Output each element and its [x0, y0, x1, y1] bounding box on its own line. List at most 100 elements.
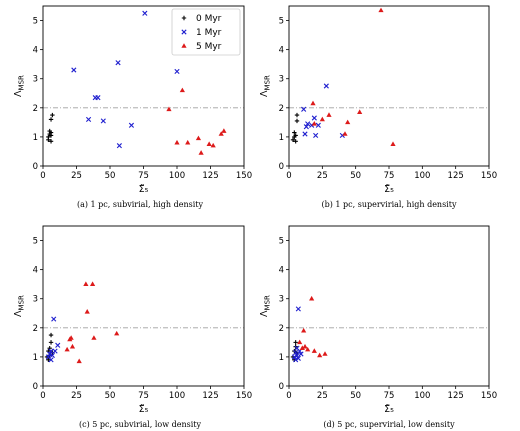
data-point [310, 100, 316, 106]
data-point [48, 357, 54, 363]
data-point [52, 348, 58, 354]
data-point [305, 121, 311, 127]
y-tick-label: 0 [279, 382, 284, 392]
legend-marker [181, 43, 187, 48]
data-point [51, 316, 57, 322]
data-point [295, 306, 301, 312]
panel-caption: (a) 1 pc, subvirial, high density [77, 200, 204, 209]
data-point [303, 124, 309, 130]
data-point [309, 295, 315, 301]
data-point [295, 355, 301, 361]
x-tick-label: 100 [414, 171, 430, 181]
panel-caption: (c) 5 pc, subvirial, low density [79, 420, 201, 429]
data-point [179, 87, 185, 93]
data-point [142, 10, 148, 16]
data-point [315, 122, 321, 128]
data-point [302, 131, 308, 137]
x-tick-label: 75 [384, 171, 395, 181]
y-tick-label: 3 [279, 75, 284, 85]
x-tick-label: 50 [105, 171, 116, 181]
x-tick-label: 50 [105, 391, 116, 401]
y-axis-label-sub: MSR [264, 295, 272, 310]
data-point [301, 327, 307, 333]
data-point [218, 131, 224, 136]
plot-frame [288, 5, 490, 167]
data-point [390, 141, 396, 146]
y-axis-label: ΛMSR [259, 75, 272, 97]
x-tick-label: 150 [236, 171, 252, 181]
chart-panel-3: 0 25 50 75 100 125 150 0 1 2 3 4 5 Σ̃₅ ΛMSR (c) 5 pc, s… [13, 225, 252, 429]
data-point [317, 352, 323, 358]
data-point [71, 67, 77, 73]
x-tick-label: 0 [286, 171, 291, 181]
data-point [290, 137, 296, 143]
y-tick-label: 2 [279, 324, 284, 334]
y-tick-label: 4 [33, 46, 38, 56]
x-tick-label: 125 [448, 171, 464, 181]
legend-label: 0 Myr [196, 14, 222, 24]
y-tick-label: 2 [279, 104, 284, 114]
panel-caption: (d) 5 pc, supervirial, low density [323, 420, 455, 429]
data-point [50, 112, 55, 118]
data-point [195, 135, 202, 141]
y-tick-label: 4 [279, 46, 284, 56]
data-point [301, 106, 307, 112]
series-triangle [310, 7, 396, 146]
y-axis-label: ΛMSR [13, 75, 26, 97]
data-point [323, 83, 329, 89]
x-axis-label: Σ̃₅ [139, 404, 149, 415]
data-point [378, 7, 384, 13]
x-tick-label: 125 [448, 391, 464, 401]
data-point [198, 150, 204, 155]
series-triangle [166, 87, 227, 155]
x-tick-label: 25 [317, 171, 328, 181]
data-point [48, 139, 54, 144]
series-triangle [64, 281, 120, 364]
y-tick-label: 2 [33, 324, 38, 334]
data-point [47, 351, 53, 357]
chart-panel-2: 0 25 50 75 100 125 150 0 1 2 3 4 5 Σ̃₅ ΛMSR (b) 1 pc, s… [259, 5, 497, 209]
data-point [174, 139, 180, 145]
data-point [48, 130, 54, 135]
legend-box [171, 8, 241, 56]
y-tick-label: 2 [33, 104, 38, 114]
data-point [294, 118, 300, 124]
data-point [69, 343, 76, 349]
data-point [48, 348, 54, 354]
y-axis-label: ΛMSR [259, 295, 272, 317]
panel-caption: (b) 1 pc, supervirial, high density [322, 200, 457, 209]
data-point [293, 133, 298, 138]
data-point [311, 121, 317, 126]
data-point [185, 139, 191, 145]
data-point [293, 349, 299, 356]
data-point [166, 106, 172, 112]
y-tick-label: 5 [279, 237, 284, 247]
y-tick-label: 0 [33, 162, 38, 172]
y-axis-label-main: Λ [13, 310, 24, 317]
data-point [46, 134, 51, 140]
data-point [305, 346, 311, 352]
x-tick-label: 25 [317, 391, 328, 401]
data-point [89, 281, 96, 286]
data-point [293, 357, 299, 363]
data-point [100, 118, 106, 124]
series-plus [46, 112, 55, 144]
data-point [292, 130, 297, 135]
data-point [291, 354, 297, 360]
y-tick-label: 3 [33, 295, 38, 305]
y-axis-label-main: Λ [13, 90, 24, 97]
data-point [342, 131, 348, 136]
x-tick-label: 25 [71, 391, 82, 401]
y-axis-label: ΛMSR [13, 295, 26, 317]
x-tick-label: 75 [384, 391, 395, 401]
series-x [71, 10, 180, 149]
x-tick-label: 150 [481, 171, 497, 181]
y-tick-label: 1 [33, 353, 38, 363]
data-point [174, 68, 180, 75]
x-tick-label: 100 [169, 171, 185, 181]
series-triangle [297, 295, 328, 358]
x-tick-label: 150 [481, 391, 497, 401]
plot-frame [42, 225, 245, 387]
data-point [95, 95, 101, 101]
data-point [76, 358, 82, 364]
